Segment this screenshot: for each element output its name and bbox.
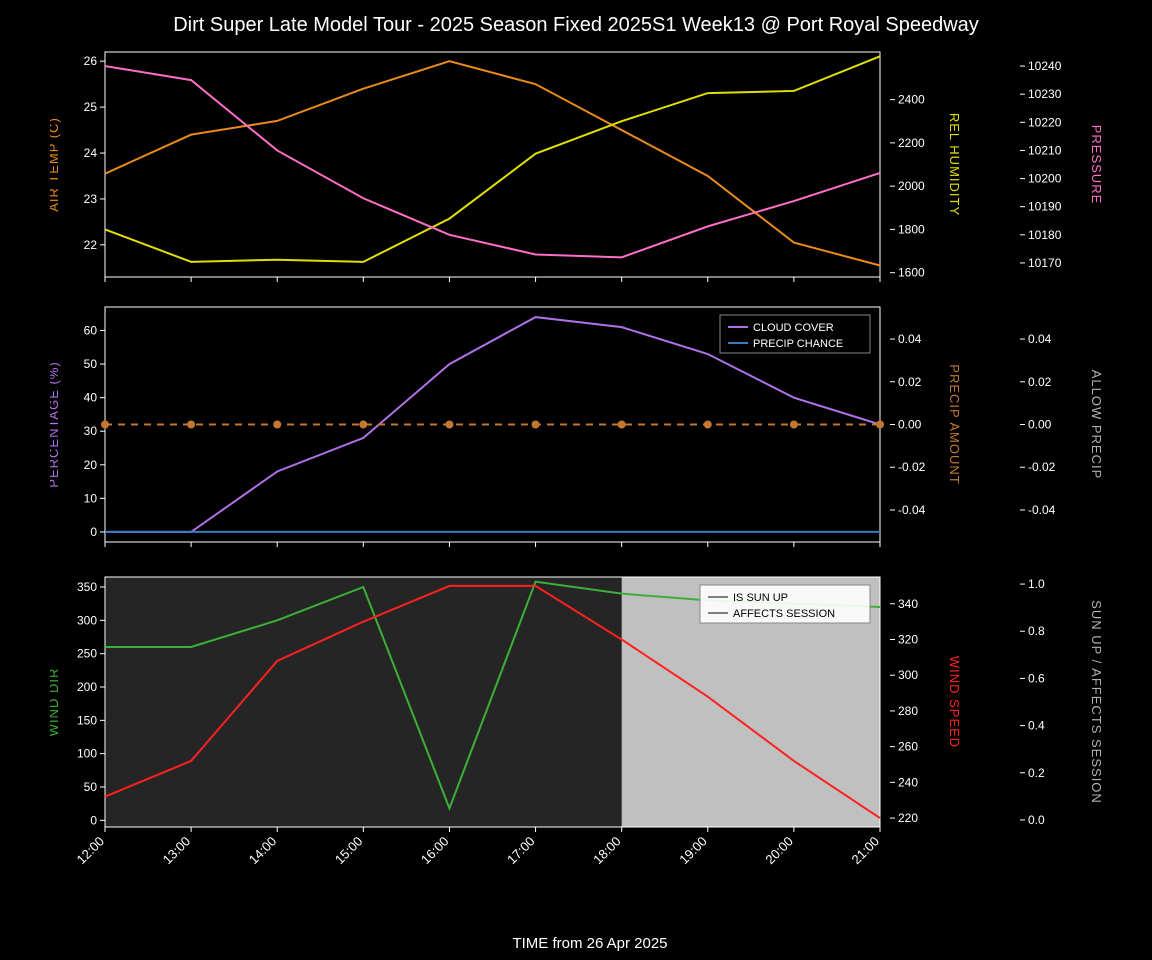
svg-text:50: 50 [84, 357, 98, 371]
svg-text:0: 0 [90, 525, 97, 539]
svg-text:25: 25 [84, 100, 98, 114]
svg-text:19:00: 19:00 [676, 834, 710, 868]
svg-text:10200: 10200 [1028, 172, 1062, 186]
svg-text:-0.02: -0.02 [898, 460, 926, 474]
svg-text:30: 30 [84, 424, 98, 438]
svg-text:AFFECTS SESSION: AFFECTS SESSION [733, 608, 835, 620]
svg-text:280: 280 [898, 704, 918, 718]
svg-text:20: 20 [84, 458, 98, 472]
svg-text:-0.02: -0.02 [1028, 460, 1056, 474]
svg-text:0.02: 0.02 [1028, 375, 1052, 389]
svg-text:150: 150 [77, 713, 97, 727]
svg-text:10210: 10210 [1028, 143, 1062, 157]
svg-text:-0.04: -0.04 [1028, 503, 1056, 517]
svg-text:10240: 10240 [1028, 59, 1062, 73]
svg-text:CLOUD COVER: CLOUD COVER [753, 322, 834, 334]
svg-text:220: 220 [898, 811, 918, 825]
svg-text:0.00: 0.00 [898, 418, 922, 432]
svg-text:13:00: 13:00 [160, 834, 194, 868]
svg-text:2000: 2000 [898, 179, 925, 193]
svg-text:12:00: 12:00 [74, 834, 108, 868]
svg-text:23: 23 [84, 192, 98, 206]
svg-text:0.04: 0.04 [1028, 332, 1052, 346]
svg-text:40: 40 [84, 391, 98, 405]
svg-text:0.00: 0.00 [1028, 418, 1052, 432]
svg-text:1600: 1600 [898, 266, 925, 280]
svg-text:0.2: 0.2 [1028, 766, 1045, 780]
svg-text:20:00: 20:00 [762, 834, 796, 868]
svg-text:ALLOW PRECIP: ALLOW PRECIP [1089, 370, 1104, 480]
svg-text:0: 0 [90, 813, 97, 827]
svg-text:340: 340 [898, 597, 918, 611]
svg-text:300: 300 [898, 668, 918, 682]
svg-text:320: 320 [898, 633, 918, 647]
svg-text:22: 22 [84, 238, 98, 252]
svg-text:2400: 2400 [898, 93, 925, 107]
svg-text:WIND SPEED: WIND SPEED [947, 656, 962, 748]
svg-text:1.0: 1.0 [1028, 577, 1045, 591]
svg-text:SUN UP / AFFECTS SESSION: SUN UP / AFFECTS SESSION [1089, 600, 1104, 804]
svg-text:200: 200 [77, 680, 97, 694]
svg-text:16:00: 16:00 [418, 834, 452, 868]
svg-text:50: 50 [84, 780, 98, 794]
svg-text:18:00: 18:00 [590, 834, 624, 868]
svg-text:250: 250 [77, 647, 97, 661]
svg-text:1800: 1800 [898, 222, 925, 236]
svg-text:10230: 10230 [1028, 87, 1062, 101]
svg-text:15:00: 15:00 [332, 834, 366, 868]
svg-text:WIND DIR: WIND DIR [50, 668, 61, 737]
svg-text:10: 10 [84, 491, 98, 505]
svg-text:IS SUN UP: IS SUN UP [733, 592, 788, 604]
page-title: Dirt Super Late Model Tour - 2025 Season… [0, 0, 1152, 37]
svg-text:60: 60 [84, 324, 98, 338]
x-axis-label: TIME from 26 Apr 2025 [50, 935, 1130, 952]
svg-text:260: 260 [898, 740, 918, 754]
svg-text:-0.04: -0.04 [898, 503, 926, 517]
chart-area: 2223242526160018002000220024001017010180… [50, 37, 1130, 927]
svg-text:240: 240 [898, 775, 918, 789]
svg-text:0.02: 0.02 [898, 375, 922, 389]
svg-text:300: 300 [77, 613, 97, 627]
svg-text:350: 350 [77, 580, 97, 594]
svg-text:0.4: 0.4 [1028, 719, 1045, 733]
svg-text:14:00: 14:00 [246, 834, 280, 868]
svg-text:10180: 10180 [1028, 228, 1062, 242]
svg-text:PRESSURE: PRESSURE [1089, 125, 1104, 205]
svg-text:21:00: 21:00 [849, 834, 883, 868]
svg-text:PRECIP CHANCE: PRECIP CHANCE [753, 338, 843, 350]
svg-text:17:00: 17:00 [504, 834, 538, 868]
svg-text:0.8: 0.8 [1028, 624, 1045, 638]
svg-text:REL HUMIDITY: REL HUMIDITY [947, 113, 962, 216]
svg-text:24: 24 [84, 146, 98, 160]
svg-text:PRECIP AMOUNT: PRECIP AMOUNT [947, 364, 962, 484]
svg-text:PERCENTAGE (%): PERCENTAGE (%) [50, 361, 61, 487]
svg-text:2200: 2200 [898, 136, 925, 150]
svg-text:10220: 10220 [1028, 115, 1062, 129]
svg-text:10170: 10170 [1028, 256, 1062, 270]
svg-text:0.0: 0.0 [1028, 813, 1045, 827]
svg-text:100: 100 [77, 747, 97, 761]
svg-text:0.04: 0.04 [898, 332, 922, 346]
svg-text:AIR TEMP (C): AIR TEMP (C) [50, 117, 61, 212]
svg-text:26: 26 [84, 54, 98, 68]
svg-text:0.6: 0.6 [1028, 671, 1045, 685]
svg-text:10190: 10190 [1028, 200, 1062, 214]
